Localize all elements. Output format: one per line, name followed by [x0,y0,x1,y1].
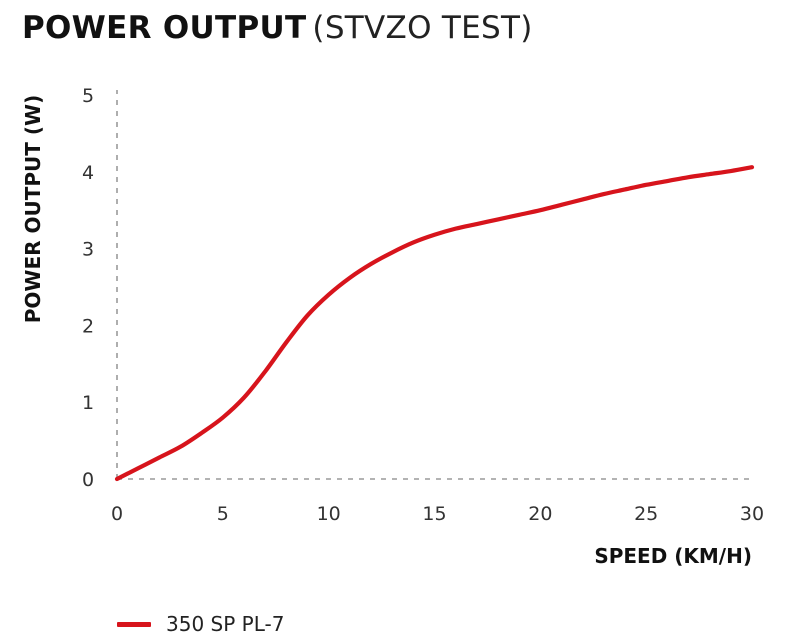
chart-axes [116,90,752,480]
chart-title-main: POWER OUTPUT [22,10,307,46]
y-tick-label: 1 [82,392,94,414]
y-tick-label: 5 [82,85,94,107]
chart-tick-labels: 0 5 10 15 20 25 30 0 1 2 3 4 5 [82,85,764,525]
y-axis-title: POWER OUTPUT (W) [21,95,45,323]
x-axis-title: SPEED (KM/H) [594,544,752,568]
x-tick-label: 0 [111,503,123,525]
chart-title: POWER OUTPUT (STVZO TEST) [22,8,533,48]
series-line [114,165,755,482]
x-tick-label: 15 [422,503,446,525]
x-tick-label: 25 [634,503,658,525]
chart-series [114,165,755,482]
chart-legend: 350 SP PL-7 [117,612,284,636]
x-tick-label: 5 [217,503,229,525]
y-tick-label: 3 [82,239,94,261]
x-tick-label: 10 [317,503,341,525]
chart-title-sub: (STVZO TEST) [312,10,533,46]
legend-label: 350 SP PL-7 [166,612,285,636]
x-tick-label: 20 [528,503,552,525]
y-tick-label: 0 [82,469,94,491]
x-tick-label: 30 [740,503,764,525]
legend-swatch [117,621,151,627]
y-tick-label: 2 [82,315,94,337]
y-tick-label: 4 [82,162,94,184]
